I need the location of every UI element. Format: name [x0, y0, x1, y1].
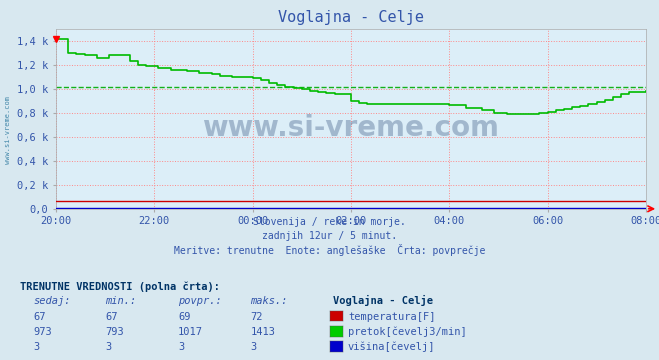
Text: 67: 67: [33, 312, 45, 322]
Text: 3: 3: [178, 342, 184, 352]
Text: 973: 973: [33, 327, 51, 337]
Text: 3: 3: [105, 342, 111, 352]
Text: Voglajna - Celje: Voglajna - Celje: [333, 295, 433, 306]
Text: 793: 793: [105, 327, 124, 337]
Text: 69: 69: [178, 312, 190, 322]
Text: Meritve: trenutne  Enote: anglešaške  Črta: povprečje: Meritve: trenutne Enote: anglešaške Črta…: [174, 244, 485, 256]
Text: 1413: 1413: [250, 327, 275, 337]
Text: višina[čevelj]: višina[čevelj]: [348, 341, 436, 352]
Text: 67: 67: [105, 312, 118, 322]
Text: maks.:: maks.:: [250, 296, 288, 306]
Text: www.si-vreme.com: www.si-vreme.com: [202, 114, 500, 142]
Text: 3: 3: [250, 342, 256, 352]
Text: pretok[čevelj3/min]: pretok[čevelj3/min]: [348, 326, 467, 337]
Text: min.:: min.:: [105, 296, 136, 306]
Text: zadnjih 12ur / 5 minut.: zadnjih 12ur / 5 minut.: [262, 231, 397, 242]
Title: Voglajna - Celje: Voglajna - Celje: [278, 10, 424, 25]
Text: Slovenija / reke in morje.: Slovenija / reke in morje.: [253, 217, 406, 227]
Text: povpr.:: povpr.:: [178, 296, 221, 306]
Text: sedaj:: sedaj:: [33, 296, 71, 306]
Text: temperatura[F]: temperatura[F]: [348, 312, 436, 322]
Text: TRENUTNE VREDNOSTI (polna črta):: TRENUTNE VREDNOSTI (polna črta):: [20, 281, 219, 292]
Text: 72: 72: [250, 312, 263, 322]
Text: 1017: 1017: [178, 327, 203, 337]
Text: 3: 3: [33, 342, 39, 352]
Text: www.si-vreme.com: www.si-vreme.com: [5, 96, 11, 163]
